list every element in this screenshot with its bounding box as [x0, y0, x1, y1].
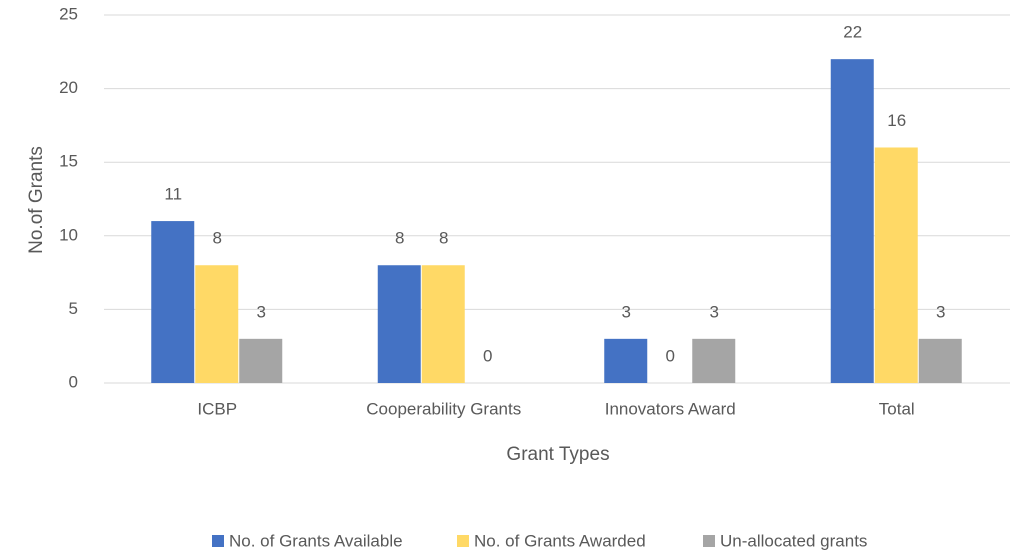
data-label: 3 — [622, 302, 631, 321]
y-axis-title: No.of Grants — [26, 146, 47, 254]
data-label: 0 — [483, 346, 492, 365]
bar — [151, 221, 195, 383]
bar — [604, 338, 648, 383]
data-label: 22 — [843, 23, 862, 42]
legend-swatch — [212, 535, 224, 547]
legend-label: No. of Grants Available — [229, 531, 403, 550]
data-label: 16 — [887, 111, 906, 130]
y-tick-label: 20 — [59, 78, 78, 97]
data-label: 11 — [164, 185, 182, 204]
legend-label: No. of Grants Awarded — [474, 531, 646, 550]
data-label: 8 — [395, 229, 404, 248]
bar — [874, 147, 918, 383]
legend-label: Un-allocated grants — [720, 531, 867, 550]
x-axis-title: Grant Types — [506, 444, 609, 465]
y-tick-label: 5 — [69, 299, 78, 318]
legend-swatch — [703, 535, 715, 547]
x-tick-label: Total — [879, 399, 915, 418]
x-tick-label: Cooperability Grants — [366, 399, 521, 418]
data-label: 3 — [936, 302, 945, 321]
data-label: 3 — [710, 302, 719, 321]
y-tick-label: 10 — [59, 225, 78, 244]
bar — [830, 59, 874, 383]
y-tick-label: 15 — [59, 152, 78, 171]
bar — [377, 265, 421, 383]
y-tick-label: 25 — [59, 4, 78, 23]
y-tick-label: 0 — [69, 372, 78, 391]
data-label: 3 — [257, 302, 266, 321]
x-tick-label: ICBP — [197, 399, 237, 418]
bar — [195, 265, 239, 383]
bar — [239, 338, 283, 383]
data-label: 8 — [439, 229, 448, 248]
bar — [918, 338, 962, 383]
x-tick-label: Innovators Award — [605, 399, 736, 418]
bar — [692, 338, 736, 383]
bar — [421, 265, 465, 383]
data-label: 0 — [666, 346, 675, 365]
legend-swatch — [457, 535, 469, 547]
data-label: 8 — [213, 229, 222, 248]
